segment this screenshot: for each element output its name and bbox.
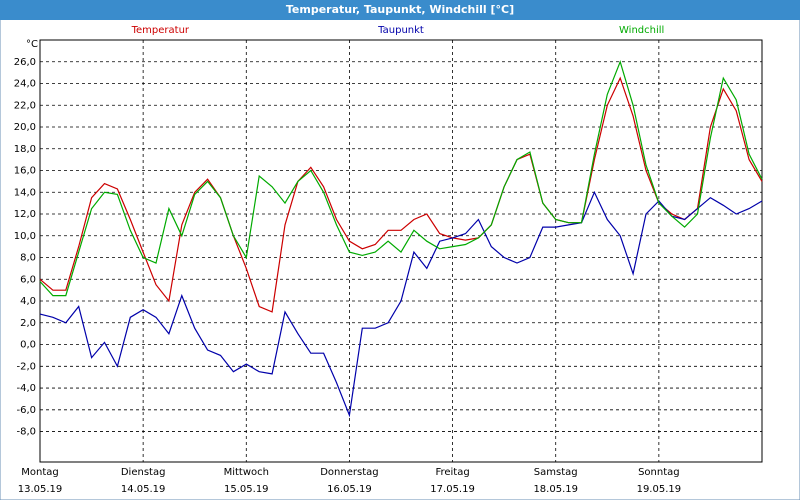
- x-tick-label: Freitag: [435, 467, 469, 478]
- y-tick-label: 4,0: [20, 296, 36, 307]
- y-tick-label: 0,0: [20, 340, 36, 351]
- y-tick-label: 20,0: [14, 122, 36, 133]
- x-tick-date: 18.05.19: [533, 484, 578, 495]
- y-tick-label: 14,0: [14, 187, 36, 198]
- legend-label: Taupunkt: [377, 25, 424, 36]
- y-tick-label: 22,0: [14, 100, 36, 111]
- y-tick-label: 8,0: [20, 253, 36, 264]
- y-tick-label: -2,0: [16, 361, 36, 372]
- plot-border: [39, 39, 763, 463]
- x-tick-date: 16.05.19: [327, 484, 372, 495]
- series-line: [39, 76, 763, 313]
- x-tick-date: 14.05.19: [121, 484, 166, 495]
- y-tick-label: 12,0: [14, 209, 36, 220]
- legend-label: Temperatur: [131, 25, 190, 36]
- title-bar: [0, 0, 800, 20]
- y-tick-label: -8,0: [16, 427, 36, 438]
- legend-label: Windchill: [619, 25, 664, 36]
- y-tick-label: -4,0: [16, 383, 36, 394]
- x-tick-date: 13.05.19: [18, 484, 63, 495]
- x-tick-label: Dienstag: [121, 467, 166, 478]
- x-tick-label: Sonntag: [638, 467, 680, 478]
- y-tick-label: 2,0: [20, 318, 36, 329]
- chart-title: Temperatur, Taupunkt, Windchill [°C]: [286, 3, 514, 16]
- x-tick-label: Montag: [21, 467, 58, 478]
- series-line: [39, 190, 763, 418]
- x-tick-label: Donnerstag: [320, 467, 378, 478]
- y-tick-label: -6,0: [16, 405, 36, 416]
- x-tick-label: Mittwoch: [224, 467, 269, 478]
- y-tick-label: 16,0: [14, 166, 36, 177]
- x-tick-date: 15.05.19: [224, 484, 269, 495]
- x-tick-label: Samstag: [534, 467, 578, 478]
- y-tick-label: 26,0: [14, 57, 36, 68]
- x-tick-date: 19.05.19: [637, 484, 682, 495]
- series-line: [39, 59, 763, 297]
- y-unit: °C: [26, 39, 38, 50]
- y-tick-label: 6,0: [20, 274, 36, 285]
- y-tick-label: 24,0: [14, 79, 36, 90]
- y-tick-label: 18,0: [14, 144, 36, 155]
- y-tick-label: 10,0: [14, 231, 36, 242]
- x-tick-date: 17.05.19: [430, 484, 475, 495]
